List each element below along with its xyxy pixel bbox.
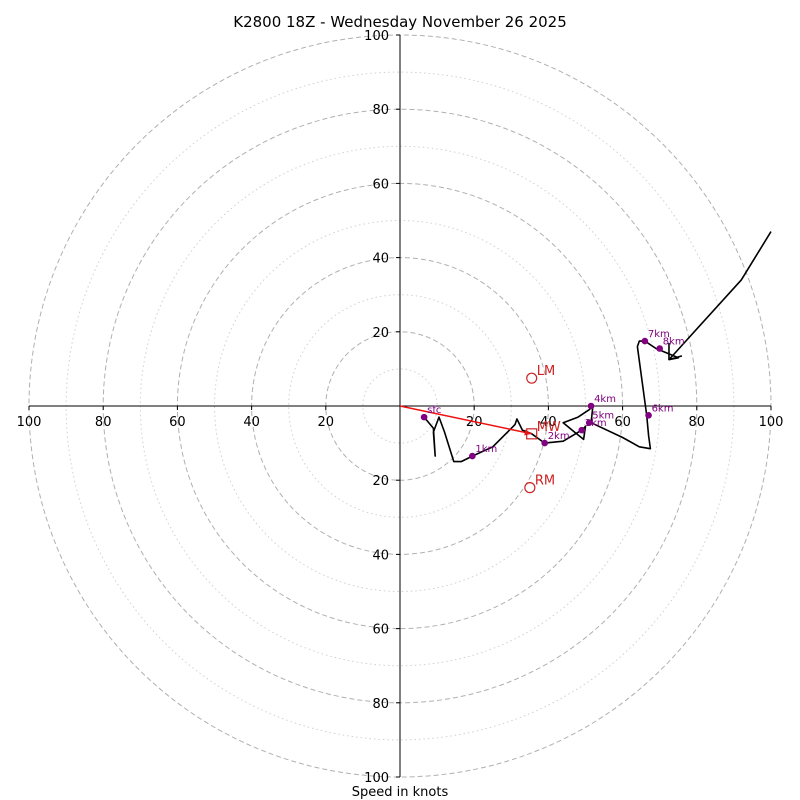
mean-wind-arrowhead [524,429,532,436]
height-point-5km [585,419,593,426]
storm-motion-group: LM MW RM [399,364,561,494]
storm-motion-mw-label: MW [537,420,561,435]
x-tick-label: 60 [169,415,186,430]
height-label-3km: 3km [585,418,607,429]
storm-motion-lm-label: LM [537,364,555,379]
storm-motion-rm-label: RM [535,474,555,489]
height-point-3km [578,426,586,434]
height-point-6km [645,411,652,419]
height-point-7km [641,337,649,345]
height-label-7km: 7km [648,329,670,340]
arrow-head-barb [668,355,683,361]
mean-wind-vector [399,405,532,435]
hodograph-trace [423,231,772,463]
height-point-sfc [420,413,428,421]
y-tick-label: 100 [364,771,389,786]
hodograph-line [423,231,772,463]
height-label-sfc: sfc [427,405,441,416]
height-label-5km: 5km [592,411,614,422]
y-tick-label: 80 [372,103,389,118]
y-tick-label: 40 [372,252,389,267]
height-label-1km: 1km [475,444,497,455]
x-tick-label: 40 [243,415,260,430]
tick-labels: 100 80 60 40 20 20 40 60 80 100 100 80 60 40 20 20 40 60 8… [17,29,784,786]
y-tick-label: 20 [372,326,389,341]
x-tick-label: 40 [540,415,557,430]
y-tick-label: 40 [372,548,389,563]
x-tick-label: 100 [759,415,784,430]
height-label-8km: 8km [663,336,685,347]
x-tick-label: 80 [689,415,706,430]
x-tick-label: 20 [318,415,335,430]
height-point-4km [587,402,595,410]
storm-motion-rm-marker [524,482,536,494]
y-tick-label: 80 [372,697,389,712]
height-point-2km [541,439,548,447]
height-point-1km [469,452,476,460]
storm-motion-lm-marker [526,372,538,384]
x-axis-label: Speed in knots [352,785,449,800]
storm-motion-mw-marker [526,428,538,440]
y-tick-label: 60 [372,177,389,192]
x-tick-label: 60 [614,415,631,430]
y-tick-label: 100 [364,29,389,44]
chart-title: K2800 18Z - Wednesday November 26 2025 [233,13,567,31]
y-tick-label: 20 [372,474,389,489]
height-label-4km: 4km [594,394,616,405]
x-tick-label: 100 [17,415,42,430]
height-label-6km: 6km [652,403,674,414]
x-tick-label: 80 [95,415,112,430]
y-tick-label: 60 [372,623,389,638]
x-tick-label: 20 [466,415,483,430]
height-label-2km: 2km [548,431,570,442]
height-point-8km [656,345,663,352]
